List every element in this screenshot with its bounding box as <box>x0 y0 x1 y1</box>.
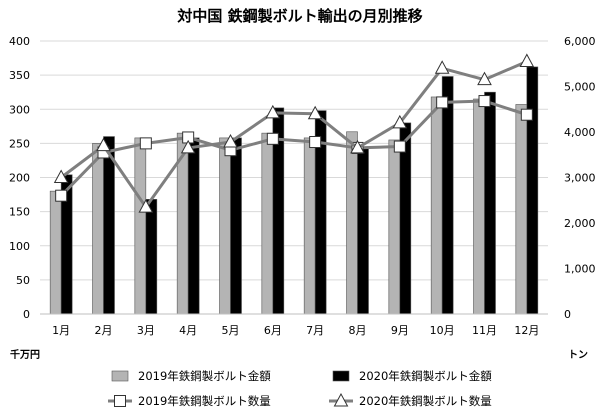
x-tick-label: 12月 <box>514 324 539 337</box>
bar-1-7 <box>303 137 316 315</box>
line-2-point-2 <box>96 137 111 152</box>
left-axis-tick-label: 300 <box>9 103 30 116</box>
bar-2-4 <box>187 137 200 315</box>
right-axis-tick-label: 1,000 <box>564 263 596 276</box>
bar-1-2 <box>92 143 104 315</box>
line-2-point-12 <box>519 53 535 67</box>
line-1-point-7 <box>309 136 322 149</box>
bar-2-11 <box>484 91 496 315</box>
left-axis-tick-label: 400 <box>9 35 30 48</box>
x-tick-label: 11月 <box>472 324 497 337</box>
legend-label-1: 2019年鉄鋼製ボルト金額 <box>138 369 271 383</box>
legend-swatch-2 <box>332 370 350 382</box>
line-2-point-1 <box>53 169 69 183</box>
bar-2-5 <box>230 137 242 315</box>
right-axis-tick-label: 4,000 <box>564 126 596 139</box>
line-2-point-7 <box>307 105 323 120</box>
bar-1-3 <box>134 137 147 315</box>
bar-1-5 <box>219 137 231 315</box>
line-2-point-5 <box>223 133 238 148</box>
left-axis-tick-label: 0 <box>23 308 30 321</box>
bar-2-3 <box>145 199 158 315</box>
bar-1-1 <box>49 190 62 315</box>
bar-1-8 <box>346 131 358 315</box>
line-2-point-6 <box>265 104 281 119</box>
x-tick-label: 7月 <box>306 324 324 337</box>
x-tick-label: 2月 <box>95 324 113 337</box>
left-axis-unit: 千万円 <box>10 348 40 361</box>
x-tick-label: 9月 <box>391 324 409 337</box>
line-2-point-11 <box>477 71 492 86</box>
bar-1-10 <box>430 96 443 315</box>
x-tick-label: 1月 <box>52 324 70 337</box>
right-axis-tick-label: 5,000 <box>564 81 596 94</box>
bar-2-8 <box>357 146 369 315</box>
lines <box>53 53 535 213</box>
x-tick-label: 5月 <box>222 324 240 337</box>
legend-label-2: 2020年鉄鋼製ボルト金額 <box>359 369 492 383</box>
line-1-point-6 <box>266 132 279 145</box>
left-axis-tick-label: 100 <box>9 240 30 253</box>
chart-title: 対中国 鉄鋼製ボルト輸出の月別推移 <box>176 7 422 25</box>
bar-2-10 <box>441 76 454 315</box>
left-axis-tick-label: 350 <box>9 69 30 82</box>
bars <box>49 66 539 315</box>
line-1-point-1 <box>55 189 68 202</box>
line-1-point-10 <box>436 96 449 109</box>
axes: 0 50 100 150 200 250 300 350 400 0 1,000 2,000 3,000… <box>9 35 596 337</box>
x-tick-label: 4月 <box>179 324 197 337</box>
legend-swatch-1 <box>111 370 129 382</box>
x-tick-label: 6月 <box>264 324 282 337</box>
right-axis-tick-label: 3,000 <box>564 172 596 185</box>
series-line-1 <box>60 99 528 197</box>
legend-label-3: 2019年鉄鋼製ボルト数量 <box>138 394 271 408</box>
line-2-point-4 <box>180 139 196 154</box>
bar-1-9 <box>388 139 401 315</box>
bar-1-6 <box>261 132 274 315</box>
bar-1-12 <box>515 104 528 315</box>
series-line-2 <box>60 60 528 209</box>
line-1-point-3 <box>139 137 152 150</box>
line-2-point-9 <box>392 114 408 129</box>
left-axis-tick-label: 150 <box>9 206 30 219</box>
x-tick-label: 8月 <box>349 324 367 337</box>
right-axis-unit: トン <box>568 349 588 361</box>
left-axis-tick-label: 250 <box>9 137 30 150</box>
line-2-point-8 <box>350 139 365 154</box>
x-tick-label: 10月 <box>430 324 455 337</box>
legend-marker-3 <box>114 395 126 407</box>
left-axis-tick-label: 50 <box>16 274 30 287</box>
line-1-point-9 <box>393 140 406 153</box>
legend-label-4: 2020年鉄鋼製ボルト数量 <box>359 394 492 408</box>
line-2-point-3 <box>138 199 154 213</box>
line-1-point-12 <box>520 108 533 121</box>
right-axis-tick-label: 6,000 <box>564 35 596 48</box>
bar-1-11 <box>473 98 485 315</box>
left-axis-tick-label: 200 <box>9 172 30 185</box>
right-axis-tick-label: 2,000 <box>564 217 596 230</box>
bar-2-2 <box>103 136 115 315</box>
bar-2-12 <box>526 66 539 315</box>
legend: 2019年鉄鋼製ボルト金額 2020年鉄鋼製ボルト金額 2019年鉄鋼製ボルト数量 2… <box>108 369 492 408</box>
right-axis-tick-label: 0 <box>564 308 571 321</box>
legend-marker-4 <box>333 392 349 407</box>
line-1-point-11 <box>478 95 491 108</box>
line-2-point-10 <box>434 60 450 74</box>
x-tick-label: 3月 <box>137 324 155 337</box>
